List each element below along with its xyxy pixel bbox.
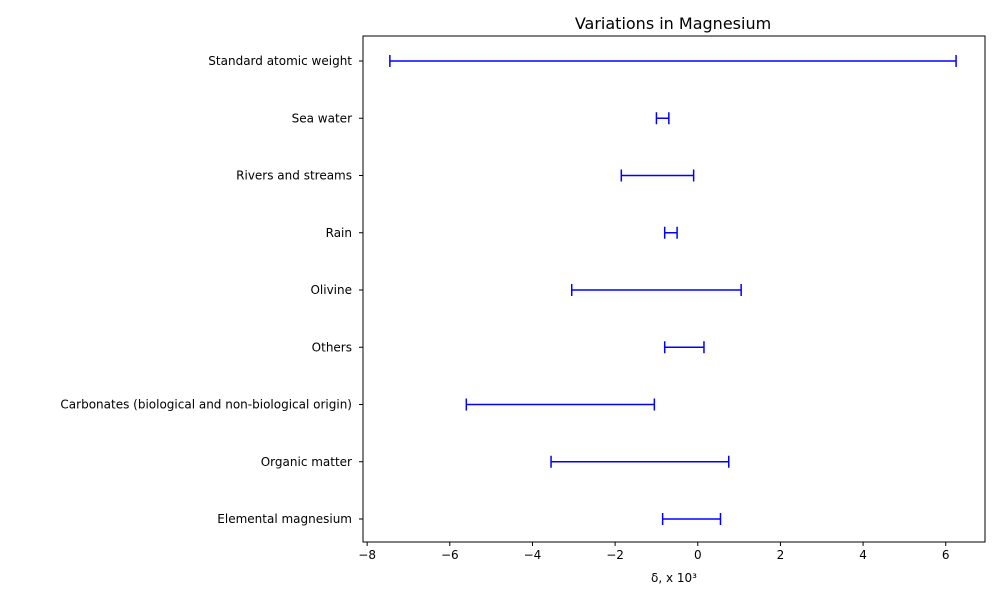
- x-tick-label: −4: [524, 548, 542, 562]
- category-label: Olivine: [310, 283, 352, 297]
- x-tick-label: 6: [942, 548, 950, 562]
- x-tick-label: 4: [859, 548, 867, 562]
- category-label: Rivers and streams: [236, 169, 352, 183]
- x-axis: −8 −6 −4 −2 0 2 4 6: [358, 542, 950, 562]
- error-bars: [389, 55, 957, 525]
- category-label: Standard atomic weight: [208, 54, 352, 68]
- range-bar: [465, 398, 656, 411]
- range-bar: [663, 226, 678, 239]
- chart-title: Variations in Magnesium: [575, 14, 771, 33]
- range-bar: [550, 455, 730, 468]
- category-label: Carbonates (biological and non-biologica…: [60, 398, 352, 412]
- range-bar: [661, 513, 722, 525]
- range-bar: [620, 169, 695, 182]
- x-tick-label: 2: [777, 548, 785, 562]
- category-label: Others: [312, 340, 352, 354]
- x-tick-label: −8: [358, 548, 376, 562]
- range-bar: [570, 284, 742, 296]
- x-tick-label: −2: [606, 548, 624, 562]
- x-tick-label: 0: [694, 548, 702, 562]
- y-axis: Standard atomic weight Sea water Rivers an…: [60, 54, 363, 526]
- range-bar: [655, 112, 670, 125]
- range-bar: [663, 341, 705, 354]
- plot-area: [362, 35, 986, 543]
- x-tick-label: −6: [441, 548, 459, 562]
- category-label: Organic matter: [261, 455, 352, 469]
- range-bar: [389, 55, 957, 67]
- category-label: Rain: [326, 226, 352, 240]
- x-axis-title: δ, x 10³: [651, 571, 697, 585]
- category-label: Sea water: [292, 111, 352, 125]
- category-label: Elemental magnesium: [217, 512, 352, 526]
